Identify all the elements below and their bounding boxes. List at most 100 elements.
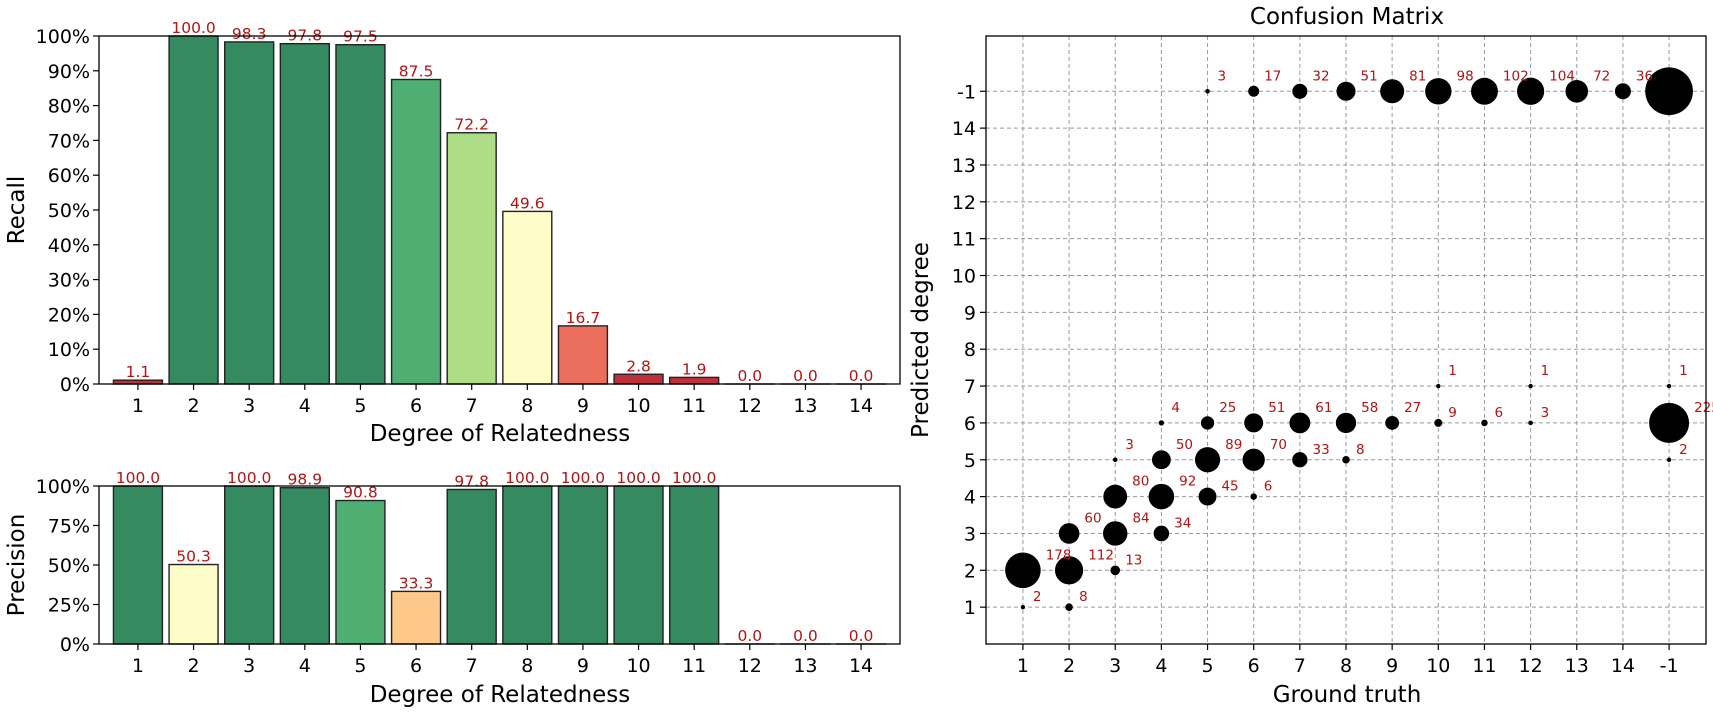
precision-x-ticks: 1 2 3 4 5 6 7 8 9 10 11 12 13 14 [132,644,873,677]
confusion-matrix-count-label: 50 [1176,437,1193,453]
confusion-matrix-point [1065,603,1073,611]
recall-value-label: 0.0 [793,367,818,385]
confusion-matrix-count-label: 72 [1593,68,1610,84]
precision-bar [390,590,442,645]
recall-value-label: 100.0 [171,19,215,37]
confusion-matrix-y-tick-label: 8 [964,339,976,361]
confusion-matrix-point [1112,457,1118,463]
recall-y-tick-label: 10% [48,339,90,361]
recall-value-label: 97.5 [343,28,378,46]
precision-x-tick-label: 5 [354,655,366,677]
confusion-matrix-point [1436,383,1441,389]
recall-y-tick-label: 60% [48,165,90,187]
recall-y-tick-label: 30% [48,270,90,292]
confusion-matrix-point [1158,420,1165,426]
confusion-matrix-count-label: 51 [1361,68,1378,84]
confusion-matrix-x-tick-label: 6 [1248,655,1260,677]
confusion-matrix-count-label: 13 [1125,552,1142,568]
confusion-matrix-y-tick-label: 2 [964,560,976,582]
recall-x-tick-label: 9 [577,395,589,417]
precision-bar [168,563,219,645]
precision-value-label: 98.9 [288,471,323,489]
precision-x-tick-label: 1 [132,655,144,677]
confusion-matrix-point [1481,419,1488,427]
confusion-matrix-x-tick-label: 10 [1426,655,1450,677]
recall-x-tick-label: 7 [466,395,478,417]
confusion-matrix-point [1151,450,1171,470]
precision-x-tick-label: 10 [626,655,650,677]
precision-x-tick-label: 4 [299,655,311,677]
confusion-matrix-count-label: 3 [1218,68,1227,84]
confusion-matrix-count-label: 4 [1171,400,1180,416]
confusion-matrix-count-label: 51 [1268,400,1285,416]
confusion-matrix-chart: Confusion Matrix 21788112601384803349250… [908,4,1713,708]
confusion-matrix-title: Confusion Matrix [1250,4,1444,30]
confusion-matrix-point [1292,83,1308,99]
confusion-matrix-x-tick-label: 2 [1063,655,1075,677]
confusion-matrix-y-tick-label: 1 [964,597,976,619]
precision-value-label: 100.0 [616,469,660,487]
confusion-matrix-point [1614,83,1631,100]
precision-y-axis-label: Precision [4,514,30,617]
confusion-matrix-count-label: 1 [1679,363,1688,379]
recall-x-tick-label: 12 [738,395,762,417]
recall-bar [390,78,442,385]
confusion-matrix-point [1336,81,1356,101]
confusion-matrix-point [1153,525,1170,542]
confusion-matrix-y-tick-label: 6 [964,413,976,435]
confusion-matrix-y-tick-label: 4 [964,487,976,509]
confusion-matrix-point [1200,416,1215,430]
recall-bars [112,35,887,385]
confusion-matrix-count-label: 6 [1494,405,1503,421]
confusion-matrix-count-label: 102 [1503,68,1529,84]
confusion-matrix-point [1005,552,1041,589]
confusion-matrix-grid [986,36,1706,644]
confusion-matrix-point [1565,79,1589,103]
recall-value-label: 87.5 [399,63,434,81]
confusion-matrix-point [1020,604,1026,610]
precision-y-tick-label: 0% [60,634,90,656]
confusion-matrix-count-label: 1 [1541,363,1550,379]
precision-bar [112,485,164,645]
confusion-matrix-point [1434,418,1443,427]
confusion-matrix-count-label: 112 [1088,547,1114,563]
recall-plot-frame [98,35,901,385]
precision-value-label: 100.0 [672,469,716,487]
precision-y-ticks: 0% 25% 50% 75% 100% [36,476,99,656]
confusion-matrix-y-axis-label: Predicted degree [908,242,934,438]
precision-value-label: 100.0 [116,469,160,487]
recall-x-tick-label: 10 [626,395,650,417]
confusion-matrix-point [1110,565,1121,576]
precision-x-tick-label: 9 [577,655,589,677]
recall-y-tick-label: 100% [36,26,90,48]
recall-value-label: 49.6 [510,194,545,212]
recall-bar [446,132,497,385]
precision-value-label: 0.0 [793,627,818,645]
precision-value-label: 97.8 [454,472,489,490]
confusion-matrix-point [1148,483,1175,510]
recall-x-ticks: 1 2 3 4 5 6 7 8 9 10 11 12 13 14 [132,384,873,417]
confusion-matrix-count-label: 81 [1409,68,1426,84]
confusion-matrix-x-tick-label: 8 [1340,655,1352,677]
precision-bar [446,488,497,645]
precision-x-tick-label: 3 [243,655,255,677]
confusion-matrix-x-tick-label: 14 [1611,655,1635,677]
confusion-matrix-point [1244,413,1264,433]
precision-bars [112,485,887,645]
precision-x-axis-label: Degree of Relatedness [370,682,631,708]
recall-value-label: 98.3 [232,25,267,43]
recall-value-label: 1.9 [682,360,707,378]
confusion-matrix-y-tick-label: 12 [952,192,976,214]
confusion-matrix-count-label: 80 [1132,474,1149,490]
recall-y-tick-label: 90% [48,61,90,83]
recall-bar [613,373,664,385]
recall-y-tick-label: 20% [48,304,90,326]
confusion-matrix-count-label: 27 [1404,400,1421,416]
precision-y-tick-label: 50% [48,555,90,577]
confusion-matrix-count-label: 3 [1541,405,1550,421]
recall-value-label: 1.1 [126,363,151,381]
recall-bar [168,35,219,385]
recall-x-tick-label: 11 [682,395,706,417]
confusion-matrix-point [1528,420,1533,426]
